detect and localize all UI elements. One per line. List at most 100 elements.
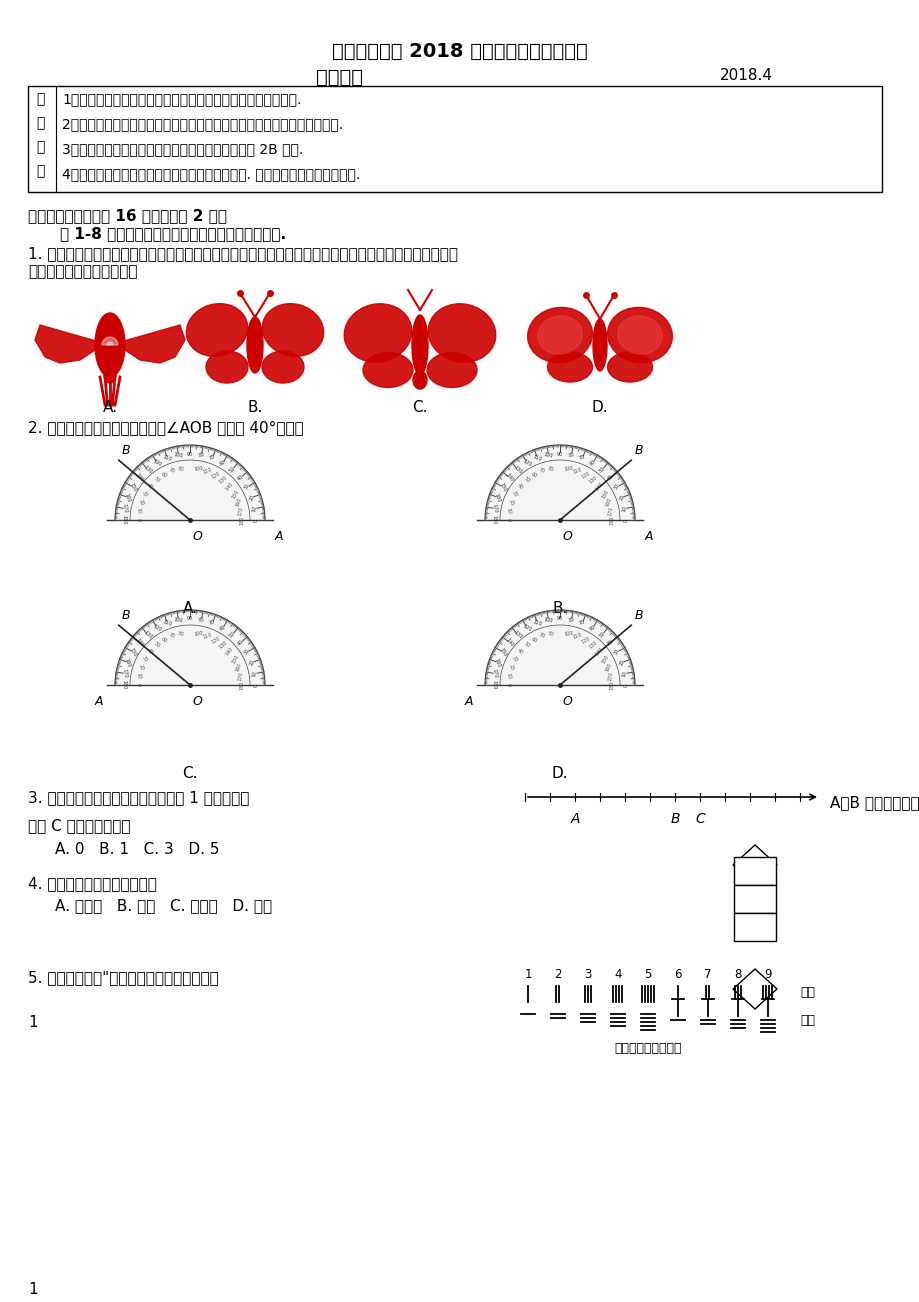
Text: 130: 130: [142, 465, 153, 474]
Text: B.: B.: [551, 602, 567, 616]
Text: 30: 30: [142, 655, 149, 663]
Wedge shape: [102, 337, 118, 345]
Text: 70: 70: [209, 454, 216, 461]
Text: A.: A.: [182, 602, 198, 616]
Text: B: B: [121, 609, 130, 622]
Bar: [733, 913, 775, 941]
Text: 80: 80: [567, 452, 574, 458]
Text: A: A: [644, 530, 652, 543]
Text: 180: 180: [121, 516, 127, 525]
Text: 100: 100: [563, 630, 573, 637]
Text: 120: 120: [152, 624, 162, 633]
Text: 170: 170: [491, 668, 498, 678]
Text: 150: 150: [600, 488, 609, 499]
Ellipse shape: [427, 303, 495, 362]
Text: 50: 50: [522, 642, 530, 650]
Text: 知: 知: [36, 164, 44, 178]
Text: 60: 60: [529, 637, 538, 643]
Text: 130: 130: [218, 475, 229, 486]
Text: 则点 C 表示的数可能是: 则点 C 表示的数可能是: [28, 818, 130, 833]
Text: 170: 170: [491, 504, 498, 513]
Ellipse shape: [262, 352, 303, 383]
Text: 考: 考: [36, 92, 44, 105]
Text: 0: 0: [254, 518, 258, 522]
Text: 160: 160: [234, 497, 243, 508]
Text: 中国古代的算筹数码: 中国古代的算筹数码: [614, 1042, 681, 1055]
Ellipse shape: [607, 352, 652, 381]
Text: 2. 下面四幅图中，用量角器测得∠AOB 度数是 40°的图是: 2. 下面四幅图中，用量角器测得∠AOB 度数是 40°的图是: [28, 421, 303, 435]
Text: 160: 160: [494, 492, 502, 503]
Text: 110: 110: [202, 633, 213, 641]
Text: C: C: [695, 812, 704, 825]
Text: A. 三棱柱   B. 圆柱   C. 四棱柱   D. 圆锥: A. 三棱柱 B. 圆柱 C. 四棱柱 D. 圆锥: [55, 898, 272, 913]
Text: 9: 9: [764, 967, 771, 980]
Text: A，B 互为相反数，: A，B 互为相反数，: [829, 796, 919, 810]
Text: 80: 80: [177, 466, 185, 471]
Text: 4．修改时，用塑料橡皮擦干净，不得使用涂改液. 请保持卡面清洁，不要折叠.: 4．修改时，用塑料橡皮擦干净，不得使用涂改液. 请保持卡面清洁，不要折叠.: [62, 167, 360, 181]
Text: 80: 80: [198, 617, 205, 624]
Text: 140: 140: [595, 482, 604, 492]
Ellipse shape: [187, 303, 247, 357]
Text: 80: 80: [198, 452, 205, 458]
Text: 4: 4: [614, 967, 621, 980]
Text: 80: 80: [547, 630, 554, 637]
Text: 110: 110: [202, 467, 213, 475]
Text: 一、选择题（本题共 16 分，每小题 2 分）: 一、选择题（本题共 16 分，每小题 2 分）: [28, 208, 227, 223]
Text: O: O: [562, 530, 573, 543]
Text: 40: 40: [606, 474, 614, 482]
Text: 40: 40: [516, 483, 524, 491]
Text: 60: 60: [529, 471, 538, 479]
Polygon shape: [104, 367, 116, 383]
Text: 10: 10: [136, 672, 142, 680]
Text: 20: 20: [507, 499, 514, 506]
Text: 180: 180: [608, 516, 614, 525]
Text: 70: 70: [578, 620, 585, 626]
Text: 生: 生: [36, 116, 44, 130]
Text: 0: 0: [623, 684, 628, 686]
Text: 70: 70: [578, 454, 585, 461]
Ellipse shape: [547, 352, 592, 381]
Text: 160: 160: [605, 661, 612, 672]
Text: 5. 中国有个名句"运筹帷幄之中，决胜千里之: 5. 中国有个名句"运筹帷幄之中，决胜千里之: [28, 970, 219, 986]
Text: 130: 130: [512, 629, 522, 639]
Text: 40: 40: [236, 474, 244, 482]
Text: 90: 90: [556, 452, 562, 457]
Text: D.: D.: [591, 400, 607, 415]
Text: 30: 30: [613, 648, 620, 656]
Text: 110: 110: [162, 454, 173, 462]
Text: 4. 下图可以折叠成的几何体是: 4. 下图可以折叠成的几何体是: [28, 876, 157, 891]
Text: B: B: [633, 609, 642, 622]
Polygon shape: [484, 445, 634, 519]
Text: 品中，不是轴对称图形的是: 品中，不是轴对称图形的是: [28, 264, 137, 279]
Text: 50: 50: [597, 630, 606, 638]
Text: 180: 180: [608, 681, 614, 690]
Text: 须: 须: [36, 141, 44, 154]
Text: 110: 110: [162, 618, 173, 628]
Text: 1．试卷分为试题和答题卡两部分，所有试题均在答题卡上作答.: 1．试卷分为试题和答题卡两部分，所有试题均在答题卡上作答.: [62, 92, 301, 105]
Text: 40: 40: [606, 638, 614, 647]
Text: 2．答题前，在答题卡上考生务必将学校、班级、准考证号、姓名填写清楚.: 2．答题前，在答题卡上考生务必将学校、班级、准考证号、姓名填写清楚.: [62, 117, 343, 132]
Text: 10: 10: [136, 508, 142, 514]
Text: 100: 100: [543, 452, 553, 458]
Text: 110: 110: [531, 454, 542, 462]
Text: 90: 90: [187, 452, 193, 457]
Text: 180: 180: [491, 681, 496, 690]
Polygon shape: [593, 319, 607, 371]
Text: 180: 180: [491, 516, 496, 525]
Text: A: A: [570, 812, 579, 825]
Text: 1. 风和日丽春光好，又是一年舞筝时。放风筝是我国人民非常喜爱的一项户外娱乐活动．下列风筝剪纸作: 1. 风和日丽春光好，又是一年舞筝时。放风筝是我国人民非常喜爱的一项户外娱乐活动…: [28, 246, 458, 260]
Text: 40: 40: [236, 638, 244, 647]
Text: 8: 8: [733, 967, 741, 980]
Text: 10: 10: [505, 672, 511, 680]
Text: 60: 60: [160, 471, 168, 479]
Text: B: B: [670, 812, 679, 825]
Polygon shape: [484, 611, 634, 685]
Text: 120: 120: [580, 635, 591, 644]
Text: 7: 7: [703, 967, 711, 980]
Text: 170: 170: [121, 668, 128, 678]
Text: 0: 0: [505, 684, 510, 686]
Text: 160: 160: [124, 658, 131, 668]
Text: 170: 170: [238, 506, 244, 516]
Text: A: A: [464, 695, 473, 708]
Ellipse shape: [617, 316, 662, 354]
